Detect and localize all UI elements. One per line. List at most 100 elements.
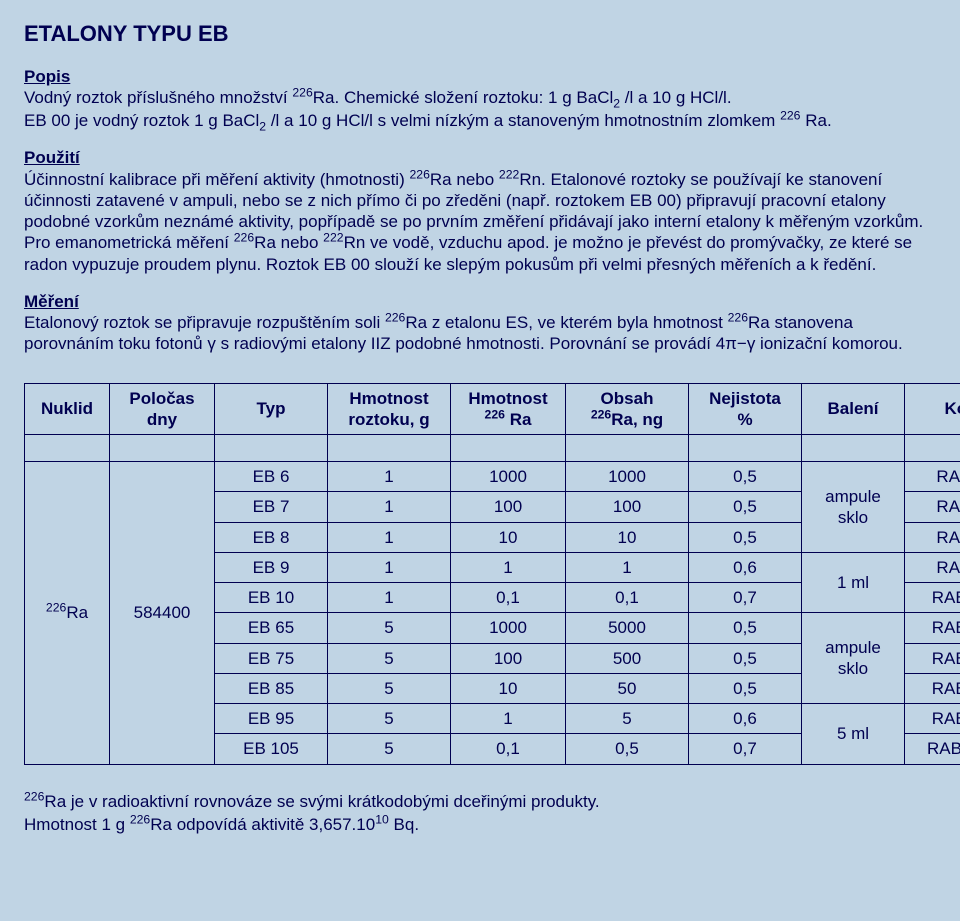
popis-section: Popis Vodný roztok příslušného množství … (24, 66, 936, 132)
cell-obsah: 500 (566, 643, 689, 673)
text: Vodný roztok příslušného množství (24, 88, 292, 107)
cell-hmra: 10 (451, 673, 566, 703)
pouziti-section: Použití Účinnostní kalibrace při měření … (24, 147, 936, 275)
cell-kod: RAB 7 (905, 492, 960, 522)
th-kod: Kód (905, 383, 960, 435)
sup-10: 10 (375, 812, 389, 826)
text: Poločas (129, 389, 194, 408)
cell-roz: 5 (328, 734, 451, 764)
cell-hmra: 100 (451, 492, 566, 522)
cell-kod: RAB 95 (905, 704, 960, 734)
sup-226: 226 (409, 167, 429, 181)
cell-roz: 5 (328, 673, 451, 703)
text: Obsah (601, 389, 654, 408)
sup-226: 226 (234, 231, 254, 245)
cell-hmra: 0,1 (451, 583, 566, 613)
cell-kod: RAB 10 (905, 583, 960, 613)
cell-roz: 1 (328, 522, 451, 552)
sup-226: 226 (385, 310, 405, 324)
cell-roz: 1 (328, 552, 451, 582)
text: Ra, ng (611, 410, 663, 429)
sup-226: 226 (24, 789, 44, 803)
text: Ra z etalonu ES, ve kterém byla hmotnost (405, 313, 727, 332)
cell-baleni-a: ampule sklo (802, 462, 905, 553)
cell-roz: 5 (328, 613, 451, 643)
text: Ra (66, 603, 88, 622)
text: Bq. (389, 815, 419, 834)
text: Ra je v radioaktivní rovnováze se svými … (44, 792, 599, 811)
footnote: 226Ra je v radioaktivní rovnováze se svý… (24, 791, 936, 836)
text: Ra nebo (430, 170, 499, 189)
mereni-body: Etalonový roztok se připravuje rozpuštěn… (24, 312, 936, 355)
cell-nej: 0,7 (689, 583, 802, 613)
cell-hmra: 100 (451, 643, 566, 673)
text: Hmotnost (468, 389, 547, 408)
cell-obsah: 1000 (566, 462, 689, 492)
th-hmroz: Hmotnost roztoku, g (328, 383, 451, 435)
table-header-row: Nuklid Poločas dny Typ Hmotnost roztoku,… (25, 383, 960, 435)
cell-nej: 0,7 (689, 734, 802, 764)
cell-hmra: 1 (451, 552, 566, 582)
th-nuklid: Nuklid (25, 383, 110, 435)
etalony-table: Nuklid Poločas dny Typ Hmotnost roztoku,… (24, 383, 960, 765)
th-obsah: Obsah 226Ra, ng (566, 383, 689, 435)
sup-226: 226 (292, 85, 312, 99)
cell-nej: 0,5 (689, 492, 802, 522)
th-hmra: Hmotnost 226 Ra (451, 383, 566, 435)
mereni-section: Měření Etalonový roztok se připravuje ro… (24, 291, 936, 355)
popis-head: Popis (24, 66, 936, 87)
sup-226: 226 (485, 407, 505, 421)
cell-obsah: 0,1 (566, 583, 689, 613)
text: Ra odpovídá aktivitě 3,657.10 (150, 815, 375, 834)
text: Etalonový roztok se připravuje rozpuštěn… (24, 313, 385, 332)
table-row: 226Ra 584400 EB 6 1 1000 1000 0,5 ampule… (25, 462, 960, 492)
sup-226: 226 (46, 600, 66, 614)
th-polocas: Poločas dny (110, 383, 215, 435)
cell-kod: RAB 75 (905, 643, 960, 673)
cell-nej: 0,5 (689, 643, 802, 673)
text: dny (147, 410, 177, 429)
cell-obsah: 0,5 (566, 734, 689, 764)
sup-226: 226 (130, 812, 150, 826)
pouziti-head: Použití (24, 147, 936, 168)
text: Ra (505, 410, 531, 429)
cell-obsah: 5000 (566, 613, 689, 643)
text: Ra. (800, 111, 831, 130)
cell-nej: 0,5 (689, 613, 802, 643)
cell-nej: 0,6 (689, 552, 802, 582)
text: /l a 10 g HCl/l s velmi nízkým a stanove… (266, 111, 780, 130)
cell-roz: 5 (328, 643, 451, 673)
cell-baleni-d: 5 ml (802, 704, 905, 765)
cell-obsah: 1 (566, 552, 689, 582)
popis-line1: Vodný roztok příslušného množství 226Ra.… (24, 87, 936, 108)
table-body: 226Ra 584400 EB 6 1 1000 1000 0,5 ampule… (25, 435, 960, 765)
cell-nej: 0,5 (689, 462, 802, 492)
cell-hmra: 10 (451, 522, 566, 552)
cell-typ: EB 10 (215, 583, 328, 613)
cell-roz: 1 (328, 462, 451, 492)
cell-obsah: 100 (566, 492, 689, 522)
th-nejistota: Nejistota % (689, 383, 802, 435)
spacer-row (25, 435, 960, 462)
pouziti-body: Účinnostní kalibrace při měření aktivity… (24, 169, 936, 275)
cell-roz: 1 (328, 492, 451, 522)
cell-typ: EB 9 (215, 552, 328, 582)
cell-typ: EB 105 (215, 734, 328, 764)
sup-226: 226 (780, 108, 800, 122)
th-baleni: Balení (802, 383, 905, 435)
footnote-line2: Hmotnost 1 g 226Ra odpovídá aktivitě 3,6… (24, 814, 936, 835)
text: Hmotnost (349, 389, 428, 408)
sup-226: 226 (591, 407, 611, 421)
cell-hmra: 1000 (451, 613, 566, 643)
sup-222: 222 (323, 231, 343, 245)
mereni-head: Měření (24, 291, 936, 312)
cell-typ: EB 6 (215, 462, 328, 492)
cell-baleni-c: ampule sklo (802, 613, 905, 704)
cell-nej: 0,5 (689, 673, 802, 703)
cell-kod: RAB 85 (905, 673, 960, 703)
popis-line2: EB 00 je vodný roztok 1 g BaCl2 /l a 10 … (24, 110, 936, 131)
text: Hmotnost 1 g (24, 815, 130, 834)
cell-typ: EB 75 (215, 643, 328, 673)
cell-nej: 0,5 (689, 522, 802, 552)
th-typ: Typ (215, 383, 328, 435)
